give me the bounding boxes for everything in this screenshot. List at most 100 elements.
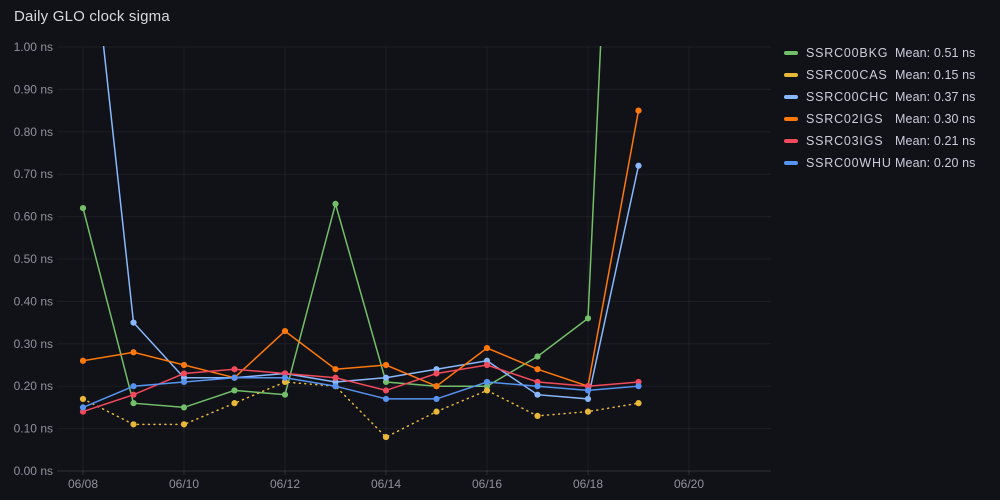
data-point-SSRC00CAS	[635, 400, 642, 407]
y-tick-label: 0.70 ns	[14, 167, 53, 181]
data-point-SSRC00BKG	[382, 378, 390, 386]
data-point-SSRC00CHC	[483, 357, 491, 364]
data-point-SSRC00WHU	[483, 378, 491, 386]
y-tick-label: 0.80 ns	[14, 125, 53, 139]
legend-item-SSRC00WHU[interactable]: SSRC00WHU Mean: 0.20 ns	[784, 152, 976, 174]
data-point-SSRC03IGS	[534, 378, 541, 386]
data-point-SSRC00WHU	[281, 374, 289, 381]
data-point-SSRC00WHU	[433, 395, 440, 403]
legend-series-name[interactable]: SSRC00CAS	[806, 68, 888, 82]
x-tick-label: 06/12	[270, 477, 300, 491]
data-point-SSRC00WHU	[180, 378, 188, 386]
x-tick-label: 06/20	[674, 477, 704, 491]
series-line-SSRC00WHU	[82, 376, 639, 409]
y-tick-label: 0.60 ns	[14, 210, 53, 224]
y-tick-label: 0.00 ns	[14, 464, 53, 478]
data-point-SSRC03IGS	[130, 391, 137, 398]
data-point-SSRC00CHC	[130, 319, 137, 326]
series-line-SSRC00BKG	[82, 46, 602, 409]
y-tick-label: 0.30 ns	[14, 337, 53, 351]
legend-swatch	[784, 95, 798, 99]
legend-item-SSRC00BKG[interactable]: SSRC00BKG Mean: 0.51 ns	[784, 42, 976, 64]
data-point-SSRC03IGS	[332, 374, 339, 381]
legend-swatch	[784, 51, 798, 55]
data-point-SSRC00CHC	[180, 374, 188, 381]
data-point-SSRC00WHU	[584, 387, 592, 394]
series-line-SSRC00CAS	[82, 381, 640, 439]
data-point-SSRC03IGS	[483, 361, 491, 369]
data-point-SSRC00CHC	[332, 378, 339, 386]
legend-series-mean: Mean: 0.37 ns	[895, 90, 976, 104]
data-point-SSRC00CAS	[231, 400, 238, 407]
legend-series-mean: Mean: 0.30 ns	[895, 112, 976, 126]
series-line-SSRC02IGS	[82, 110, 640, 388]
legend-series-name[interactable]: SSRC00WHU	[806, 156, 892, 170]
data-point-SSRC00WHU	[130, 383, 137, 390]
legend-series-mean: Mean: 0.21 ns	[895, 134, 976, 148]
legend-series-name[interactable]: SSRC00BKG	[806, 46, 889, 60]
legend-swatch	[784, 161, 798, 165]
x-tick-label: 06/18	[573, 477, 603, 491]
data-point-SSRC00CAS	[433, 408, 440, 415]
data-point-SSRC00CHC	[382, 374, 390, 381]
data-point-SSRC00WHU	[382, 395, 390, 403]
data-point-SSRC00BKG	[534, 353, 541, 360]
data-point-SSRC00CHC	[534, 391, 541, 398]
series-SSRC03IGS	[79, 361, 642, 415]
legend-series-mean: Mean: 0.20 ns	[895, 156, 976, 170]
data-point-SSRC00BKG	[180, 404, 188, 411]
data-point-SSRC00BKG	[231, 387, 238, 394]
data-point-SSRC00BKG	[79, 205, 87, 212]
data-point-SSRC02IGS	[635, 107, 642, 114]
series-SSRC00WHU	[79, 374, 642, 411]
legend-item-SSRC00CAS[interactable]: SSRC00CAS Mean: 0.15 ns	[784, 64, 976, 86]
x-tick-label: 06/16	[472, 477, 502, 491]
data-point-SSRC00CAS	[79, 395, 87, 403]
y-tick-label: 0.90 ns	[14, 82, 53, 96]
data-point-SSRC00WHU	[635, 383, 642, 390]
data-point-SSRC02IGS	[332, 366, 339, 373]
y-tick-label: 0.50 ns	[14, 252, 53, 266]
data-point-SSRC03IGS	[180, 370, 188, 377]
data-point-SSRC03IGS	[433, 370, 440, 377]
data-point-SSRC00BKG	[584, 315, 592, 322]
data-point-SSRC03IGS	[584, 383, 592, 390]
data-point-SSRC00CAS	[180, 421, 188, 428]
data-point-SSRC02IGS	[534, 366, 541, 373]
data-point-SSRC00WHU	[534, 383, 541, 390]
data-point-SSRC00CAS	[483, 387, 491, 394]
data-point-SSRC02IGS	[433, 383, 440, 390]
series-SSRC00BKG	[79, 46, 602, 411]
data-point-SSRC00WHU	[79, 404, 87, 411]
data-point-SSRC02IGS	[79, 357, 87, 364]
data-point-SSRC00BKG	[332, 200, 339, 207]
legend-series-name[interactable]: SSRC03IGS	[806, 134, 884, 148]
series-line-SSRC00CHC	[102, 46, 640, 400]
data-point-SSRC00CHC	[433, 366, 440, 373]
y-tick-label: 0.20 ns	[14, 379, 53, 393]
legend-series-mean: Mean: 0.15 ns	[895, 68, 976, 82]
data-point-SSRC03IGS	[382, 387, 390, 394]
y-tick-label: 1.00 ns	[14, 40, 53, 54]
legend-item-SSRC02IGS[interactable]: SSRC02IGS Mean: 0.30 ns	[784, 108, 976, 130]
data-point-SSRC00CAS	[382, 433, 390, 441]
data-point-SSRC00CAS	[534, 412, 541, 419]
data-point-SSRC02IGS	[180, 361, 188, 369]
x-tick-label: 06/14	[371, 477, 401, 491]
legend-item-SSRC03IGS[interactable]: SSRC03IGS Mean: 0.21 ns	[784, 130, 976, 152]
data-point-SSRC02IGS	[130, 349, 137, 356]
x-tick-label: 06/10	[169, 477, 199, 491]
data-point-SSRC00WHU	[231, 374, 238, 381]
legend-series-name[interactable]: SSRC02IGS	[806, 112, 884, 126]
data-point-SSRC00BKG	[483, 383, 491, 390]
panel-title[interactable]: Daily GLO clock sigma	[14, 8, 170, 25]
data-point-SSRC02IGS	[281, 327, 289, 335]
legend-series-name[interactable]: SSRC00CHC	[806, 90, 889, 104]
legend-swatch	[784, 139, 798, 143]
legend-item-SSRC00CHC[interactable]: SSRC00CHC Mean: 0.37 ns	[784, 86, 976, 108]
data-point-SSRC00WHU	[332, 383, 339, 390]
data-point-SSRC03IGS	[79, 408, 87, 415]
